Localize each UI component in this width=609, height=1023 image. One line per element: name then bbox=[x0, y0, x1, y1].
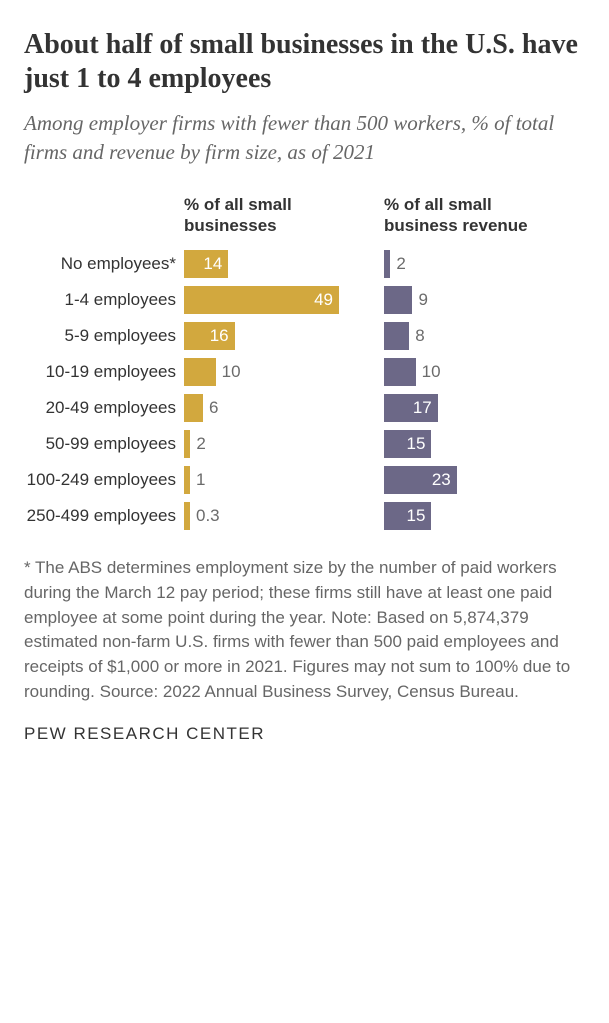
bar bbox=[384, 322, 409, 350]
bar-value-label: 49 bbox=[314, 290, 333, 310]
bar: 15 bbox=[384, 502, 431, 530]
bar-cell: 17 bbox=[384, 390, 564, 426]
bar: 17 bbox=[384, 394, 438, 422]
chart-row: 250-499 employees 0.3 15 bbox=[24, 498, 585, 534]
chart-row: 100-249 employees 1 23 bbox=[24, 462, 585, 498]
bar bbox=[184, 502, 190, 530]
bar-cell: 6 bbox=[184, 390, 384, 426]
row-category-label: 250-499 employees bbox=[24, 506, 184, 526]
row-category-label: No employees* bbox=[24, 254, 184, 274]
column-header-1: % of all small businesses bbox=[184, 194, 384, 237]
bar-value-label: 2 bbox=[396, 254, 405, 274]
bar-value-label: 14 bbox=[203, 254, 222, 274]
bar-value-label: 17 bbox=[413, 398, 432, 418]
bar: 16 bbox=[184, 322, 235, 350]
row-category-label: 1-4 employees bbox=[24, 290, 184, 310]
chart-area: % of all small businesses % of all small… bbox=[24, 194, 585, 535]
bar-cell: 1 bbox=[184, 462, 384, 498]
bar: 15 bbox=[384, 430, 431, 458]
row-category-label: 20-49 employees bbox=[24, 398, 184, 418]
chart-title: About half of small businesses in the U.… bbox=[24, 28, 585, 95]
bar-value-label: 6 bbox=[209, 398, 218, 418]
bar-value-label: 10 bbox=[222, 362, 241, 382]
bar-value-label: 10 bbox=[422, 362, 441, 382]
bar: 49 bbox=[184, 286, 339, 314]
bar-value-label: 16 bbox=[210, 326, 229, 346]
bar-cell: 2 bbox=[184, 426, 384, 462]
column-header-2: % of all small business revenue bbox=[384, 194, 564, 237]
bar-cell: 23 bbox=[384, 462, 564, 498]
bar-cell: 9 bbox=[384, 282, 564, 318]
bar-value-label: 0.3 bbox=[196, 506, 220, 526]
chart-row: 20-49 employees 6 17 bbox=[24, 390, 585, 426]
bar-value-label: 15 bbox=[407, 506, 426, 526]
bar: 23 bbox=[384, 466, 457, 494]
bar-cell: 8 bbox=[384, 318, 564, 354]
bar bbox=[184, 430, 190, 458]
chart-row: 1-4 employees 49 9 bbox=[24, 282, 585, 318]
bar bbox=[184, 358, 216, 386]
bar-cell: 16 bbox=[184, 318, 384, 354]
row-category-label: 5-9 employees bbox=[24, 326, 184, 346]
bar-cell: 14 bbox=[184, 246, 384, 282]
bar-value-label: 1 bbox=[196, 470, 205, 490]
bar-cell: 15 bbox=[384, 426, 564, 462]
source-logo: PEW RESEARCH CENTER bbox=[24, 724, 585, 744]
chart-row: 5-9 employees 16 8 bbox=[24, 318, 585, 354]
bar bbox=[384, 250, 390, 278]
row-category-label: 100-249 employees bbox=[24, 470, 184, 490]
header-spacer bbox=[24, 194, 184, 237]
bar-value-label: 9 bbox=[418, 290, 427, 310]
bar bbox=[384, 286, 412, 314]
bar-value-label: 2 bbox=[196, 434, 205, 454]
chart-row: 50-99 employees 2 15 bbox=[24, 426, 585, 462]
bar-cell: 10 bbox=[184, 354, 384, 390]
bar: 14 bbox=[184, 250, 228, 278]
bar-value-label: 23 bbox=[432, 470, 451, 490]
bar bbox=[184, 466, 190, 494]
chart-row: No employees* 14 2 bbox=[24, 246, 585, 282]
bar-cell: 0.3 bbox=[184, 498, 384, 534]
chart-rows: No employees* 14 2 1-4 employees 49 9 5-… bbox=[24, 246, 585, 534]
chart-row: 10-19 employees 10 10 bbox=[24, 354, 585, 390]
bar-cell: 15 bbox=[384, 498, 564, 534]
bar-cell: 10 bbox=[384, 354, 564, 390]
row-category-label: 50-99 employees bbox=[24, 434, 184, 454]
bar-value-label: 15 bbox=[407, 434, 426, 454]
column-headers: % of all small businesses % of all small… bbox=[24, 194, 585, 237]
bar-cell: 2 bbox=[384, 246, 564, 282]
bar-cell: 49 bbox=[184, 282, 384, 318]
chart-subtitle: Among employer firms with fewer than 500… bbox=[24, 109, 585, 166]
chart-footnote: * The ABS determines employment size by … bbox=[24, 556, 585, 704]
row-category-label: 10-19 employees bbox=[24, 362, 184, 382]
bar-value-label: 8 bbox=[415, 326, 424, 346]
bar bbox=[384, 358, 416, 386]
bar bbox=[184, 394, 203, 422]
